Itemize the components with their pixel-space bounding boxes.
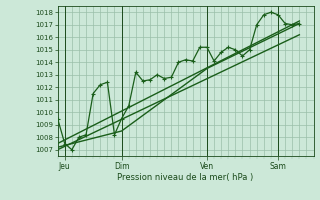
X-axis label: Pression niveau de la mer( hPa ): Pression niveau de la mer( hPa ) (117, 173, 254, 182)
